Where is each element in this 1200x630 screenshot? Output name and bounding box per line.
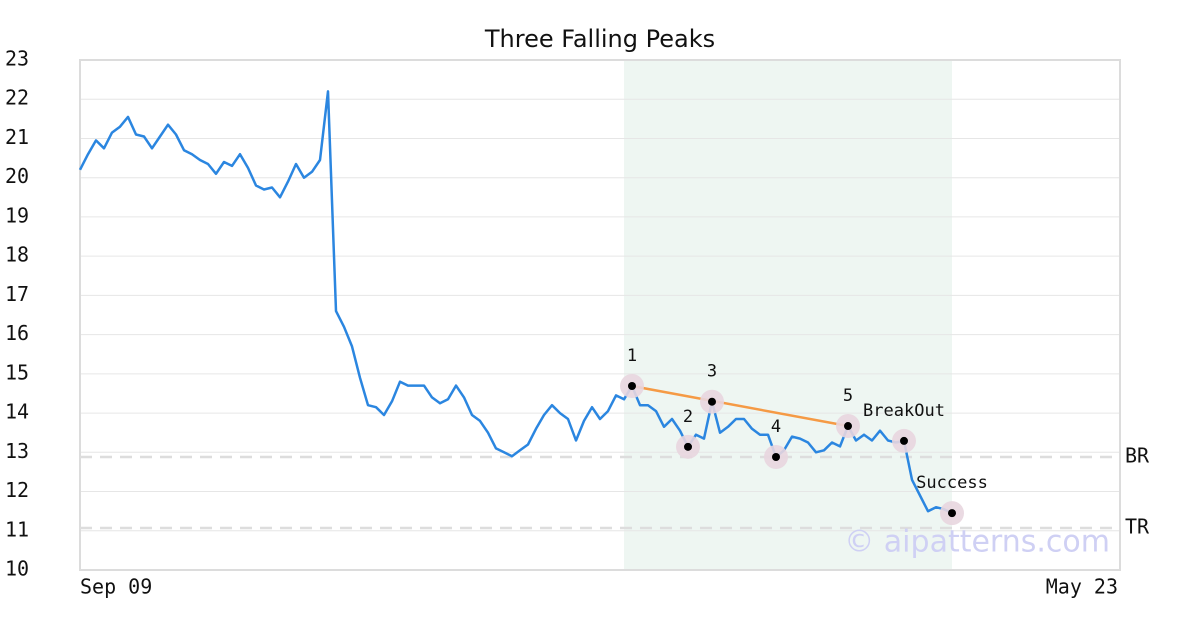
y-tick-label: 10 bbox=[5, 557, 29, 581]
pivot-dot bbox=[772, 453, 780, 462]
y-tick-label: 23 bbox=[5, 47, 29, 71]
pivot-label: 4 bbox=[771, 417, 781, 437]
y-tick-label: 13 bbox=[5, 439, 29, 463]
y-tick-label: 22 bbox=[5, 86, 29, 110]
pivot-label: 3 bbox=[707, 362, 717, 382]
y-tick-label: 19 bbox=[5, 203, 29, 227]
y-tick-label: 18 bbox=[5, 243, 29, 267]
highlight-band bbox=[624, 60, 952, 570]
y-tick-label: 17 bbox=[5, 282, 29, 306]
pivot-dot bbox=[684, 442, 692, 451]
price-line bbox=[78, 90, 953, 515]
pivot-label: Success bbox=[916, 473, 988, 493]
y-tick-label: 12 bbox=[5, 478, 29, 502]
x-tick-label: Sep 09 bbox=[80, 575, 152, 599]
y-tick-label: 21 bbox=[5, 125, 29, 149]
pivot-label: BreakOut bbox=[863, 401, 945, 421]
pivot-label: 2 bbox=[683, 407, 693, 427]
y-tick-label: 14 bbox=[5, 400, 29, 424]
pivot-label: 5 bbox=[843, 386, 853, 406]
plot-frame bbox=[79, 59, 1121, 571]
y-tick-label: 11 bbox=[5, 517, 29, 541]
pivot-dot bbox=[708, 397, 716, 406]
y-tick-label: 20 bbox=[5, 164, 29, 188]
pivot-dot bbox=[900, 436, 908, 445]
reference-label: TR bbox=[1125, 515, 1150, 539]
pivot-dot bbox=[844, 422, 852, 431]
chart-title: Three Falling Peaks bbox=[484, 25, 715, 53]
pivot-label: 1 bbox=[627, 346, 637, 366]
pivot-dot bbox=[948, 509, 956, 518]
reference-label: BR bbox=[1125, 444, 1150, 468]
trend-line bbox=[631, 384, 849, 428]
y-tick-label: 15 bbox=[5, 360, 29, 384]
watermark: © aipatterns.com bbox=[844, 525, 1110, 560]
y-tick-label: 16 bbox=[5, 321, 29, 345]
pivot-dot bbox=[628, 382, 636, 391]
x-tick-label: May 23 bbox=[1046, 575, 1118, 599]
